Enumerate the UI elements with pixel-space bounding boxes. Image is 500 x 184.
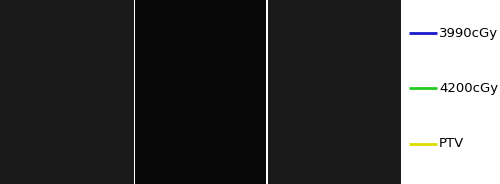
Text: 4200cGy: 4200cGy — [439, 82, 498, 95]
Text: PTV: PTV — [439, 137, 464, 150]
Text: 3990cGy: 3990cGy — [439, 27, 498, 40]
Bar — [268, 0, 401, 184]
Bar — [0, 0, 134, 184]
Bar — [135, 0, 266, 184]
